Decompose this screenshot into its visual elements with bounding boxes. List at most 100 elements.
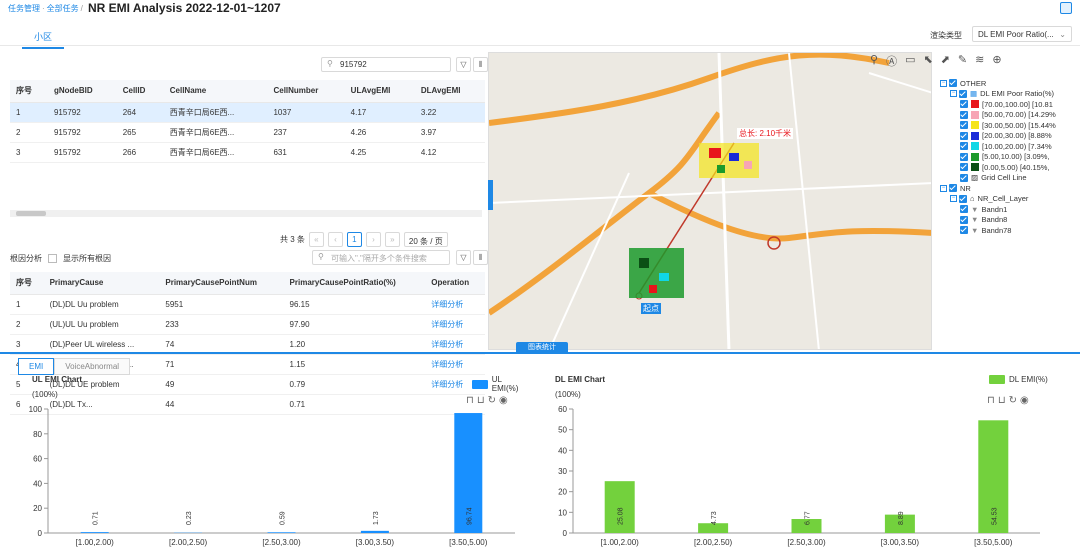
pointer-icon[interactable]: ⬈	[940, 54, 950, 66]
render-type-select[interactable]: DL EMI Poor Ratio(... ⌄	[972, 26, 1072, 42]
detail-analysis-link[interactable]: 详细分析	[431, 379, 464, 389]
legend-checkbox[interactable]	[959, 194, 967, 203]
legend-checkbox[interactable]	[960, 121, 968, 130]
legend-band-item[interactable]: ▼ Bandn1	[940, 204, 1080, 215]
legend-checkbox[interactable]	[960, 163, 968, 172]
columns-icon[interactable]: ⦀	[473, 250, 488, 265]
collapse-icon[interactable]: −	[940, 184, 947, 192]
page-1-button[interactable]: 1	[346, 231, 362, 247]
column-header[interactable]: Operation	[425, 272, 485, 295]
legend-range-item[interactable]: [30.00,50.00) [15.44%	[940, 120, 1080, 131]
bar[interactable]	[884, 514, 915, 533]
panel-divider[interactable]	[0, 352, 1080, 354]
detail-analysis-link[interactable]: 详细分析	[431, 299, 464, 309]
breadcrumb-all-tasks[interactable]: 全部任务	[46, 4, 79, 13]
legend-band-item[interactable]: ▼ Bandn8	[940, 215, 1080, 226]
line-chart-icon[interactable]: ⊔	[476, 395, 488, 406]
column-header[interactable]: CellName	[163, 80, 268, 103]
legend-range-item[interactable]: [20.00,30.00) [8.88%	[940, 131, 1080, 142]
map-stat-button[interactable]: 图表统计	[516, 342, 568, 354]
show-all-checkbox[interactable]	[48, 253, 57, 263]
next-page-button[interactable]: ›	[365, 231, 381, 247]
legend-checkbox[interactable]	[960, 110, 968, 119]
column-header[interactable]: CellID	[116, 80, 164, 103]
legend-nr[interactable]: − NR	[940, 183, 1080, 194]
legend-checkbox[interactable]	[949, 184, 957, 193]
column-header[interactable]: ULAvgEMI	[344, 80, 415, 103]
collapse-icon[interactable]: −	[940, 79, 947, 87]
page-size-select[interactable]: 20 条 / 页	[403, 231, 448, 247]
collapse-icon[interactable]: −	[950, 90, 957, 98]
table-row[interactable]: 2 915792 265 西青辛口局6E西... 237 4.26 3.97	[10, 122, 485, 143]
table-row[interactable]: 3 915792 266 西青辛口局6E西... 631 4.25 4.12	[10, 142, 485, 163]
zoom-search-icon[interactable]: ⚲	[870, 54, 879, 66]
filter-icon[interactable]: ▽	[456, 250, 471, 265]
line-chart-icon[interactable]: ⊔	[997, 395, 1009, 406]
detail-analysis-link[interactable]: 详细分析	[431, 339, 464, 349]
tab-cell[interactable]: 小区	[22, 30, 65, 49]
legend-checkbox[interactable]	[960, 226, 968, 235]
text-tool-icon[interactable]: Ⓐ	[886, 56, 898, 68]
legend-dl-emi[interactable]: − ▦ DL EMI Poor Ratio(%)	[940, 89, 1080, 100]
column-header[interactable]: 序号	[10, 80, 48, 103]
prev-page-button[interactable]: ‹	[327, 231, 343, 247]
legend-checkbox[interactable]	[960, 173, 968, 182]
map-view[interactable]: 总长: 2.10千米 起点	[488, 52, 932, 350]
cell-search-input[interactable]: ⚲ 915792	[321, 57, 451, 72]
refresh-icon[interactable]: ↻	[487, 395, 500, 406]
table-row[interactable]: 5 (DL)DL UE problem 49 0.79 详细分析	[10, 374, 485, 395]
detail-analysis-link[interactable]: 详细分析	[431, 359, 464, 369]
legend-checkbox[interactable]	[949, 79, 957, 88]
panel-collapse-handle[interactable]	[488, 180, 493, 210]
bar-chart-icon[interactable]: ⊓	[987, 395, 998, 406]
legend-checkbox[interactable]	[960, 215, 968, 224]
table-row[interactable]: 3 (DL)Peer UL wireless ... 74 1.20 详细分析	[10, 334, 485, 355]
eye-icon[interactable]: ◉	[499, 395, 511, 406]
map-canvas[interactable]	[489, 53, 932, 350]
bar[interactable]	[360, 530, 389, 533]
horizontal-scrollbar[interactable]	[10, 210, 482, 217]
eye-icon[interactable]: ◉	[1020, 395, 1032, 406]
bar[interactable]	[698, 523, 729, 533]
bar[interactable]	[267, 532, 296, 533]
legend-band-item[interactable]: ▼ Bandn78	[940, 225, 1080, 236]
legend-checkbox[interactable]	[960, 131, 968, 140]
collapse-icon[interactable]: −	[950, 195, 957, 203]
table-row[interactable]: 1 (DL)DL Uu problem 5951 96.15 详细分析	[10, 294, 485, 315]
legend-range-item[interactable]: [70.00,100.00] [10.81	[940, 99, 1080, 110]
column-header[interactable]: DLAvgEMI	[414, 80, 485, 103]
tab-emi[interactable]: EMI	[18, 358, 55, 375]
legend-checkbox[interactable]	[960, 152, 968, 161]
globe-icon[interactable]: ⊕	[992, 54, 1002, 66]
legend-checkbox[interactable]	[960, 205, 968, 214]
scrollbar-thumb[interactable]	[16, 211, 46, 216]
legend-other[interactable]: − OTHER	[940, 78, 1080, 89]
column-header[interactable]: PrimaryCause	[43, 272, 160, 295]
tab-voice-abnormal[interactable]: VoiceAbnormal	[54, 358, 131, 375]
legend-range-item[interactable]: [50.00,70.00) [14.29%	[940, 110, 1080, 121]
bar-chart-icon[interactable]: ⊓	[466, 395, 477, 406]
filter-icon[interactable]: ▽	[456, 57, 471, 72]
detail-analysis-link[interactable]: 详细分析	[431, 319, 464, 329]
first-page-button[interactable]: «	[308, 231, 324, 247]
column-header[interactable]: CellNumber	[267, 80, 345, 103]
bar[interactable]	[454, 413, 483, 533]
last-page-button[interactable]: »	[384, 231, 400, 247]
legend-range-item[interactable]: [5.00,10.00) [3.09%,	[940, 152, 1080, 163]
legend-range-item[interactable]: [0.00,5.00) [40.15%,	[940, 162, 1080, 173]
layers-icon[interactable]: ≋	[975, 54, 985, 66]
column-header[interactable]: gNodeBID	[47, 80, 117, 103]
root-cause-search-input[interactable]: ⚲ 可输入","隔开多个条件搜索	[312, 250, 450, 265]
refresh-icon[interactable]: ↻	[1008, 395, 1021, 406]
legend-checkbox[interactable]	[960, 100, 968, 109]
bar[interactable]	[604, 481, 635, 533]
breadcrumb-task-mgmt[interactable]: 任务管理	[8, 4, 40, 13]
legend-checkbox[interactable]	[959, 89, 967, 98]
bar[interactable]	[80, 532, 109, 533]
columns-icon[interactable]: ⦀	[473, 57, 488, 72]
draw-icon[interactable]: ✎	[957, 54, 968, 66]
legend-grid-cell-line[interactable]: ▨ Grid Cell Line	[940, 173, 1080, 184]
legend-range-item[interactable]: [10.00,20.00) [7.34%	[940, 141, 1080, 152]
column-header[interactable]: 序号	[10, 272, 44, 295]
column-header[interactable]: PrimaryCausePointNum	[159, 272, 284, 295]
